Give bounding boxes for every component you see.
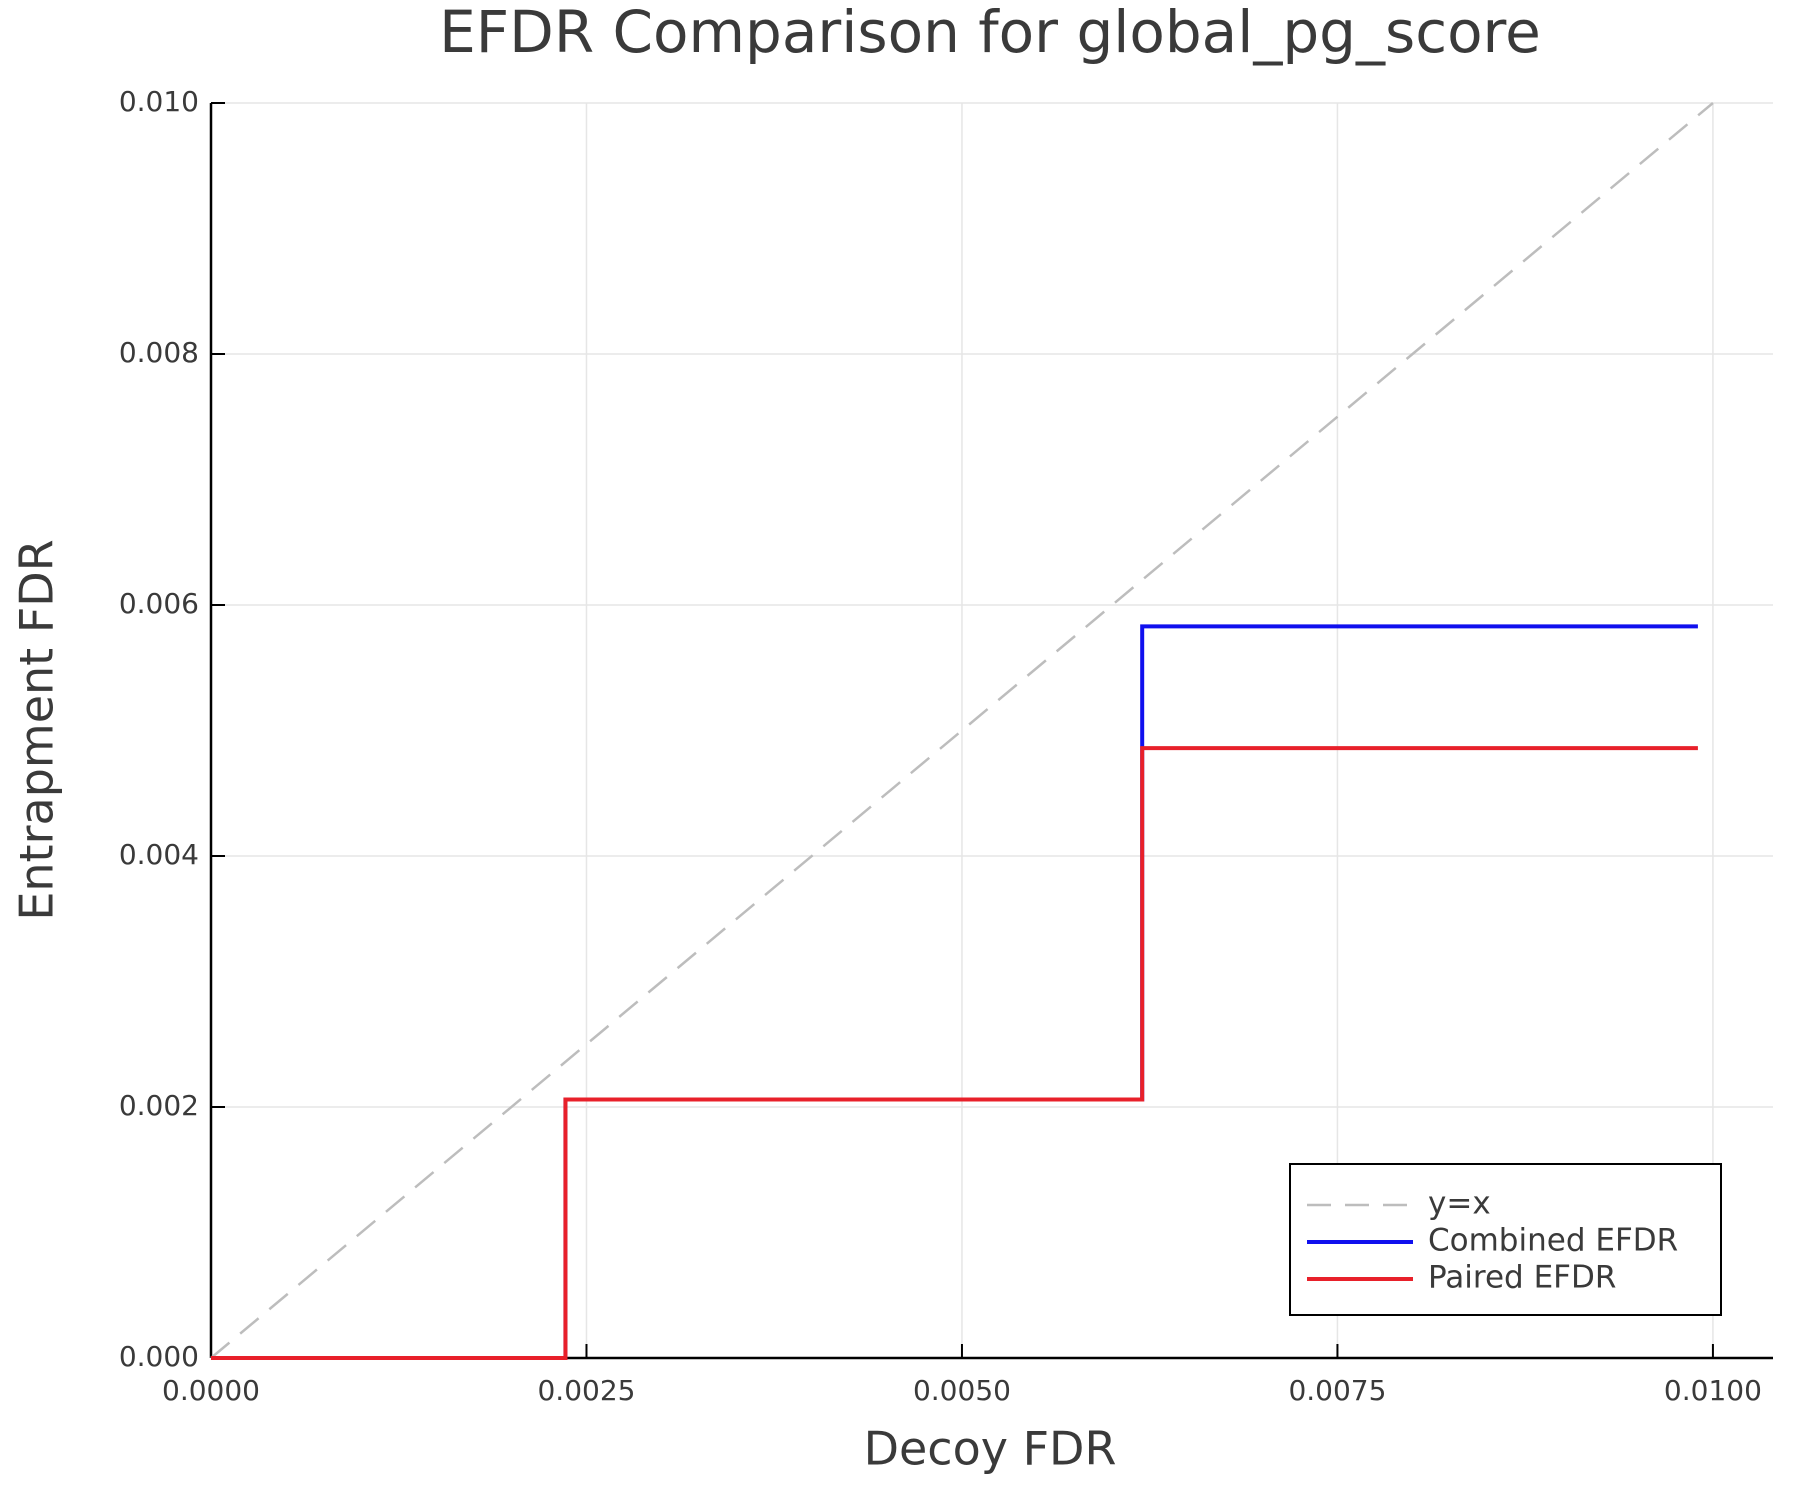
y-tick-label: 0.006 [119,587,199,620]
y-axis-label: Entrapment FDR [10,539,64,920]
chart-title: EFDR Comparison for global_pg_score [439,0,1541,66]
legend-label: Combined EFDR [1428,1223,1678,1259]
x-tick-label: 0.0025 [537,1374,635,1407]
y-tick-label: 0.004 [119,838,199,871]
x-tick-label: 0.0100 [1664,1374,1762,1407]
x-axis-label: Decoy FDR [864,1422,1117,1476]
legend-box [1289,1163,1722,1316]
y-tick-label: 0.002 [119,1089,199,1122]
x-tick-label: 0.0000 [162,1374,260,1407]
x-tick-label: 0.0075 [1288,1374,1386,1407]
x-tick-label: 0.0050 [913,1374,1011,1407]
legend-label: Paired EFDR [1428,1260,1616,1296]
y-tick-label: 0.008 [119,336,199,369]
y-tick-label: 0.010 [119,85,199,118]
data-line [211,746,1698,1360]
y-tick-label: 0.000 [119,1340,199,1373]
data-line [210,102,1714,1359]
legend-label: y=x [1428,1186,1491,1222]
